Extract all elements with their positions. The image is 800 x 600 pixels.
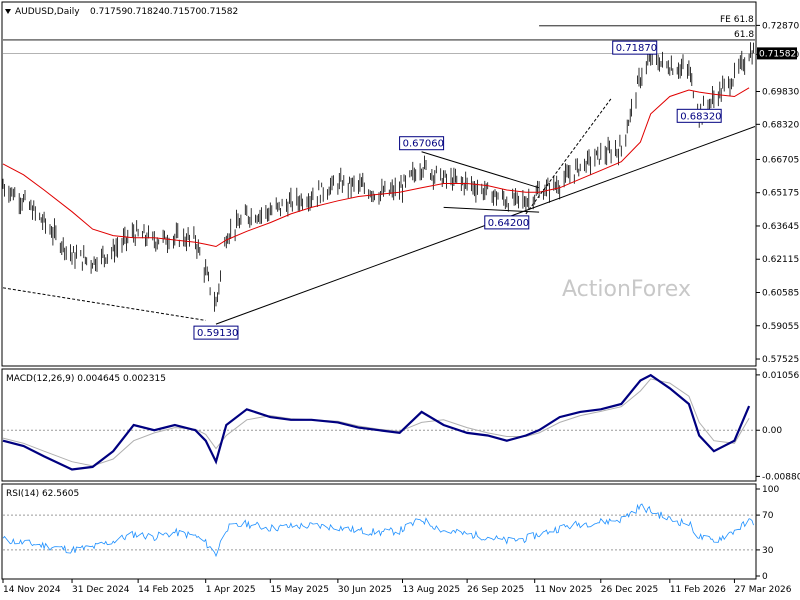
ohlc-high: 0.71824 [127,7,164,17]
x-tick-label: 11 Feb 2026 [670,585,726,595]
macd-signal-line [2,378,750,467]
x-tick-label: 27 Mar 2026 [734,585,791,595]
current-price-badge [757,47,797,60]
price-label-4: 0.68320 [680,111,721,122]
moving-average-line [2,87,750,248]
rsi-layer: 100 70 30 0 [2,485,779,582]
macd-ytick-label: 0.00 [762,426,782,436]
price-ytick-label: 0.65175 [762,189,799,199]
price-panel-frame [1,1,757,367]
x-tick-label: 11 Nov 2025 [535,585,593,595]
price-label-box-2 [193,325,239,340]
price-label-box-0 [399,136,445,151]
price-ytick-label: 0.72870 [762,21,799,31]
fe-618-label: FE 61.8 [720,15,754,25]
price-ytick-label: 0.62115 [762,255,799,265]
x-tick-label: 31 Dec 2024 [72,585,130,595]
rsi-line [2,503,754,558]
x-tick-label: 15 May 2025 [270,585,329,595]
macd-layer: 0.010567 0.00 -0.008808 [2,371,800,482]
price-layer: 0.728700.715400.698300.683200.667050.651… [2,15,799,365]
price-ytick-label: 0.57525 [762,355,799,365]
chart-title: AUDUSD,Daily [15,7,80,17]
price-label-box-1 [484,215,530,230]
price-label-0: 0.67060 [403,139,444,150]
x-tick-label: 14 Nov 2024 [3,585,61,595]
rsi-ytick-label: 0 [762,572,768,582]
macd-panel-frame [1,368,757,482]
price-ytick-label: 0.68320 [762,120,799,130]
x-tick-label: 26 Dec 2025 [601,585,659,595]
x-tick-label: 26 Sep 2025 [467,585,524,595]
trendline-3 [2,287,206,321]
x-tick-label: 13 Aug 2025 [403,585,461,595]
price-ytick-label: 0.60585 [762,288,799,298]
watermark: ActionForex [562,277,691,302]
rsi-ytick-label: 30 [762,546,774,556]
price-label-box-4 [676,108,722,123]
macd-title: MACD(12,26,9) 0.004645 0.002315 [6,374,166,384]
rsi-ytick-label: 100 [762,485,779,495]
price-label-2: 0.59130 [197,328,238,339]
ohlc-open: 0.71759 [90,7,127,17]
price-ytick-label: 0.63645 [762,222,799,232]
x-tick-label: 1 Apr 2025 [206,585,256,595]
current-price-label: 0.71582 [759,49,796,59]
x-axis: 14 Nov 2024 31 Dec 2024 14 Feb 2025 1 Apr 2… [2,579,792,595]
trendline-2 [443,206,540,213]
trendline-4 [525,98,612,215]
fib-618-label: 61.8 [734,30,754,40]
trendline-1 [421,151,540,189]
ohlc-low: 0.71570 [164,7,201,17]
rsi-title: RSI(14) 62.5605 [6,489,79,499]
x-tick-label: 30 Jun 2025 [338,585,392,595]
header-arrow-icon [5,9,11,14]
macd-line [2,373,751,471]
price-ytick-label: 0.59055 [762,322,799,332]
macd-ytick-label: 0.010567 [762,371,800,381]
price-ytick-label: 0.66705 [762,155,799,165]
rsi-ytick-label: 70 [762,511,774,521]
macd-ytick-label: -0.008808 [762,472,800,482]
price-label-box-3 [612,40,658,55]
ohlc-close: 0.71582 [201,7,238,17]
price-label-1: 0.64200 [488,218,529,229]
x-tick-label: 14 Feb 2025 [138,585,194,595]
price-label-3: 0.71870 [616,43,657,54]
price-ytick-label: 0.69830 [762,87,799,97]
price-bars [2,42,754,312]
rsi-panel-frame [1,483,757,580]
